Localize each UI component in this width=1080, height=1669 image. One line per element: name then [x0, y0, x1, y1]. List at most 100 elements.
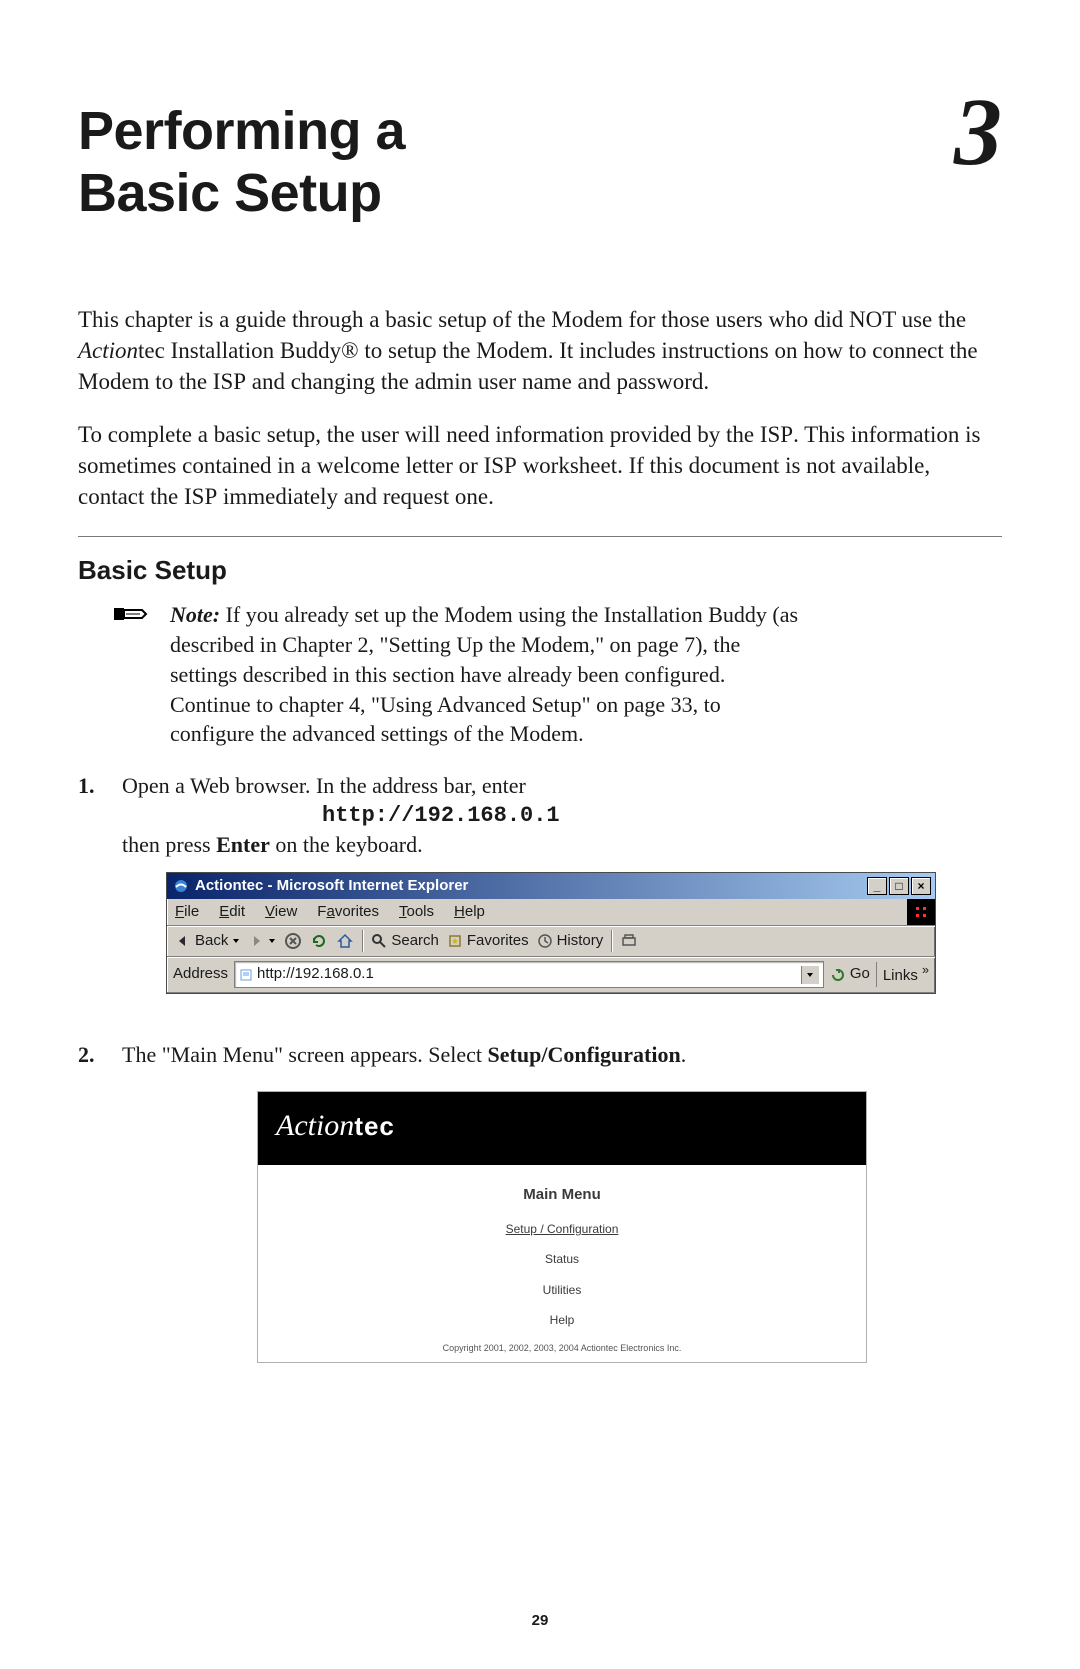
go-icon [830, 967, 846, 983]
text: Open a Web browser. In the address bar, … [122, 773, 526, 798]
menu-edit[interactable]: Edit [219, 902, 245, 922]
minimize-button[interactable]: _ [867, 877, 887, 895]
menu-tools[interactable]: Tools [399, 902, 434, 922]
print-icon[interactable] [620, 932, 638, 950]
favorites-label: Favorites [467, 931, 529, 951]
smallcaps-isp: ISP [213, 369, 246, 394]
code-url: http://192.168.0.1 [122, 801, 1002, 831]
ie-page-icon [239, 968, 253, 982]
text: and changing the admin user name and pas… [246, 369, 709, 394]
ie-menubar: File Edit View Favorites Tools Help [167, 899, 935, 926]
address-value: http://192.168.0.1 [257, 964, 797, 984]
pointing-hand-icon [112, 602, 152, 748]
main-menu-title: Main Menu [268, 1185, 856, 1205]
ie-app-icon [173, 878, 189, 894]
address-label: Address [173, 964, 228, 984]
search-label: Search [391, 931, 439, 951]
note-text: Note: If you already set up the Modem us… [170, 600, 810, 748]
window-title: Actiontec - Microsoft Internet Explorer [195, 876, 861, 896]
actiontec-body: Main Menu Setup / Configuration Status U… [258, 1165, 866, 1362]
chapter-title-line1: Performing a [78, 101, 405, 161]
copyright-text: Copyright 2001, 2002, 2003, 2004 Actiont… [268, 1342, 856, 1354]
chevron-down-icon [232, 937, 240, 945]
intro-paragraph-1: This chapter is a guide through a basic … [78, 304, 1002, 397]
step-1: 1. Open a Web browser. In the address ba… [78, 771, 1002, 1022]
brand-italic: Action [78, 338, 138, 363]
chevron-down-icon [268, 937, 276, 945]
go-button[interactable]: Go [830, 964, 870, 984]
text: This chapter is a guide through a basic … [78, 307, 966, 332]
text: The "Main Menu" screen appears. Select [122, 1042, 488, 1067]
menu-choice: Setup/Configuration [488, 1042, 681, 1067]
brand-bold: tec [354, 1111, 395, 1141]
note-body: If you already set up the Modem using th… [170, 602, 798, 746]
menu-link-help[interactable]: Help [268, 1312, 856, 1328]
menu-help[interactable]: Help [454, 902, 485, 922]
menu-view[interactable]: View [265, 902, 297, 922]
section-title: Basic Setup [78, 555, 1002, 586]
links-button[interactable]: Links » [876, 962, 929, 986]
smallcaps-isp: ISP [484, 453, 517, 478]
history-label: History [557, 931, 604, 951]
actiontec-menu-screenshot: Actiontec Main Menu Setup / Configuratio… [257, 1091, 867, 1363]
step-2: 2. The "Main Menu" screen appears. Selec… [78, 1040, 1002, 1363]
smallcaps-isp: ISP [184, 484, 217, 509]
note-block: Note: If you already set up the Modem us… [78, 600, 1002, 748]
text: on the keyboard. [270, 832, 423, 857]
step-number: 1. [78, 771, 106, 1022]
chapter-title: Performing a Basic Setup [78, 100, 405, 224]
forward-arrow-icon [248, 933, 264, 949]
favorites-icon [447, 933, 463, 949]
chapter-intro: This chapter is a guide through a basic … [78, 304, 1002, 512]
back-button[interactable]: Back [175, 931, 240, 951]
menu-link-utilities[interactable]: Utilities [268, 1282, 856, 1298]
toolbar-separator [611, 930, 612, 952]
menu-link-status[interactable]: Status [268, 1251, 856, 1267]
ie-titlebar: Actiontec - Microsoft Internet Explorer … [167, 873, 935, 899]
intro-paragraph-2: To complete a basic setup, the user will… [78, 419, 1002, 512]
history-icon [537, 933, 553, 949]
text: then press [122, 832, 216, 857]
favorites-button[interactable]: Favorites [447, 931, 529, 951]
close-button[interactable]: × [911, 877, 931, 895]
menu-link-setup[interactable]: Setup / Configuration [268, 1221, 856, 1237]
history-button[interactable]: History [537, 931, 604, 951]
ie-window-screenshot: Actiontec - Microsoft Internet Explorer … [166, 872, 936, 994]
text: . [681, 1042, 687, 1067]
smallcaps-isp: ISP [760, 422, 793, 447]
ie-throbber-icon [907, 899, 935, 925]
key-name: Enter [216, 832, 270, 857]
chapter-number: 3 [954, 94, 1002, 171]
maximize-button[interactable]: □ [889, 877, 909, 895]
stop-icon[interactable] [284, 932, 302, 950]
toolbar-separator [362, 930, 363, 952]
page-number: 29 [0, 1612, 1080, 1629]
brand-script: Action [276, 1109, 354, 1142]
forward-button[interactable] [248, 933, 276, 949]
back-arrow-icon [175, 933, 191, 949]
step-body: Open a Web browser. In the address bar, … [122, 771, 1002, 1022]
ie-toolbar: Back Search [167, 926, 935, 957]
note-label: Note: [170, 602, 220, 627]
chapter-title-line2: Basic Setup [78, 163, 382, 223]
menu-file[interactable]: File [175, 902, 199, 922]
search-icon [371, 933, 387, 949]
menu-favorites[interactable]: Favorites [317, 902, 379, 922]
ie-address-bar: Address http://192.168.0.1 Go Links » [167, 957, 935, 992]
address-dropdown-button[interactable] [801, 966, 819, 984]
home-icon[interactable] [336, 932, 354, 950]
links-label: Links [883, 967, 918, 984]
text: immediately and request one. [217, 484, 494, 509]
refresh-icon[interactable] [310, 932, 328, 950]
search-button[interactable]: Search [371, 931, 439, 951]
text: To complete a basic setup, the user will… [78, 422, 760, 447]
window-controls: _ □ × [867, 877, 931, 895]
steps-list: 1. Open a Web browser. In the address ba… [78, 771, 1002, 1363]
step-body: The "Main Menu" screen appears. Select S… [122, 1040, 1002, 1363]
chapter-header: Performing a Basic Setup 3 [78, 100, 1002, 224]
go-label: Go [850, 964, 870, 984]
actiontec-header: Actiontec [258, 1092, 866, 1165]
step-number: 2. [78, 1040, 106, 1363]
back-label: Back [195, 931, 228, 951]
address-input[interactable]: http://192.168.0.1 [234, 961, 824, 987]
